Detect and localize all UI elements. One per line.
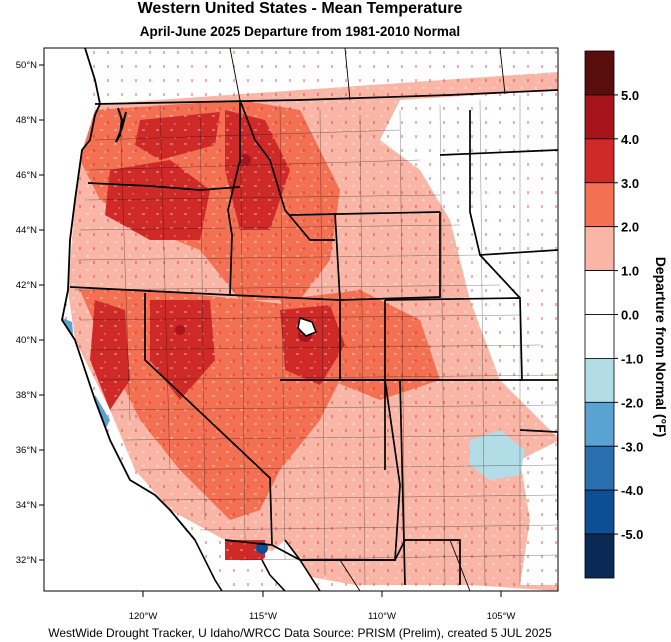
legend-swatch [584,138,615,184]
latitude-label: 46°N [16,170,37,181]
latitude-label: 40°N [16,335,37,346]
state-boundaries [69,89,558,586]
legend-swatch [584,226,615,271]
legend-swatch [584,445,615,491]
legend-tick-label: 5.0 [621,88,639,103]
great-salt-lake [297,317,317,337]
map-footer: WestWide Drought Tracker, U Idaho/WRCC D… [48,626,552,640]
map-title: Western United States - Mean Temperature [137,0,463,17]
latitude-label: 34°N [16,500,37,511]
pacific-ocean [44,48,230,591]
legend-tick-label: -3.0 [621,439,643,454]
latitude-axis: 50°N 48°N 46°N 44°N 42°N 40°N 38°N 36°N 34°N 32°N [16,60,44,566]
legend-swatch [584,489,615,535]
latitude-label: 50°N [16,60,37,71]
longitude-axis: 120°W 115°W 110°W 105°W [129,591,516,622]
latitude-label: 36°N [16,445,37,456]
latitude-label: 42°N [16,280,37,291]
legend-swatch [584,182,615,228]
gulf-of-california [262,540,320,591]
legend-swatch [584,401,615,447]
baja-coastline [194,539,321,591]
longitude-label: 105°W [487,611,516,622]
legend-tick-label: -2.0 [621,395,643,410]
latitude-label: 44°N [16,225,37,236]
puget-sound [115,107,127,143]
legend-tick-label: 2.0 [621,220,639,235]
legend-tick-label: -4.0 [621,483,643,498]
county-lines [74,95,558,586]
map-subtitle: April-June 2025 Departure from 1981-2010… [139,24,461,39]
legend-tick-label: 4.0 [621,132,639,147]
legend-swatch [584,358,615,403]
latitude-label: 38°N [16,390,37,401]
longitude-label: 115°W [249,611,277,622]
canada-lines [229,48,506,101]
legend-swatch [584,270,615,315]
legend-swatch [584,533,615,579]
latitude-label: 48°N [16,115,37,126]
legend-tick-label: 1.0 [621,264,639,279]
legend-tick-label: 0.0 [621,308,639,323]
longitude-label: 120°W [129,611,158,622]
legend-swatch [584,314,615,359]
legend-tick-label: -1.0 [621,351,643,366]
latitude-label: 32°N [16,555,37,566]
legend-swatch [584,94,615,140]
legend-tick-label: -5.0 [621,527,643,542]
legend-label: Departure from Normal (°F) [653,257,669,438]
coastline [61,48,196,541]
color-legend: 5.0 4.0 3.0 2.0 1.0 0.0 -1.0 -2.0 -3.0 -4.0 -5.0 [584,50,643,579]
map-area [44,48,558,591]
legend-swatch [584,50,615,96]
longitude-label: 110°W [368,611,396,622]
map-frame [43,47,559,592]
mexico-lines [339,539,471,591]
legend-tick-label: 3.0 [621,176,639,191]
